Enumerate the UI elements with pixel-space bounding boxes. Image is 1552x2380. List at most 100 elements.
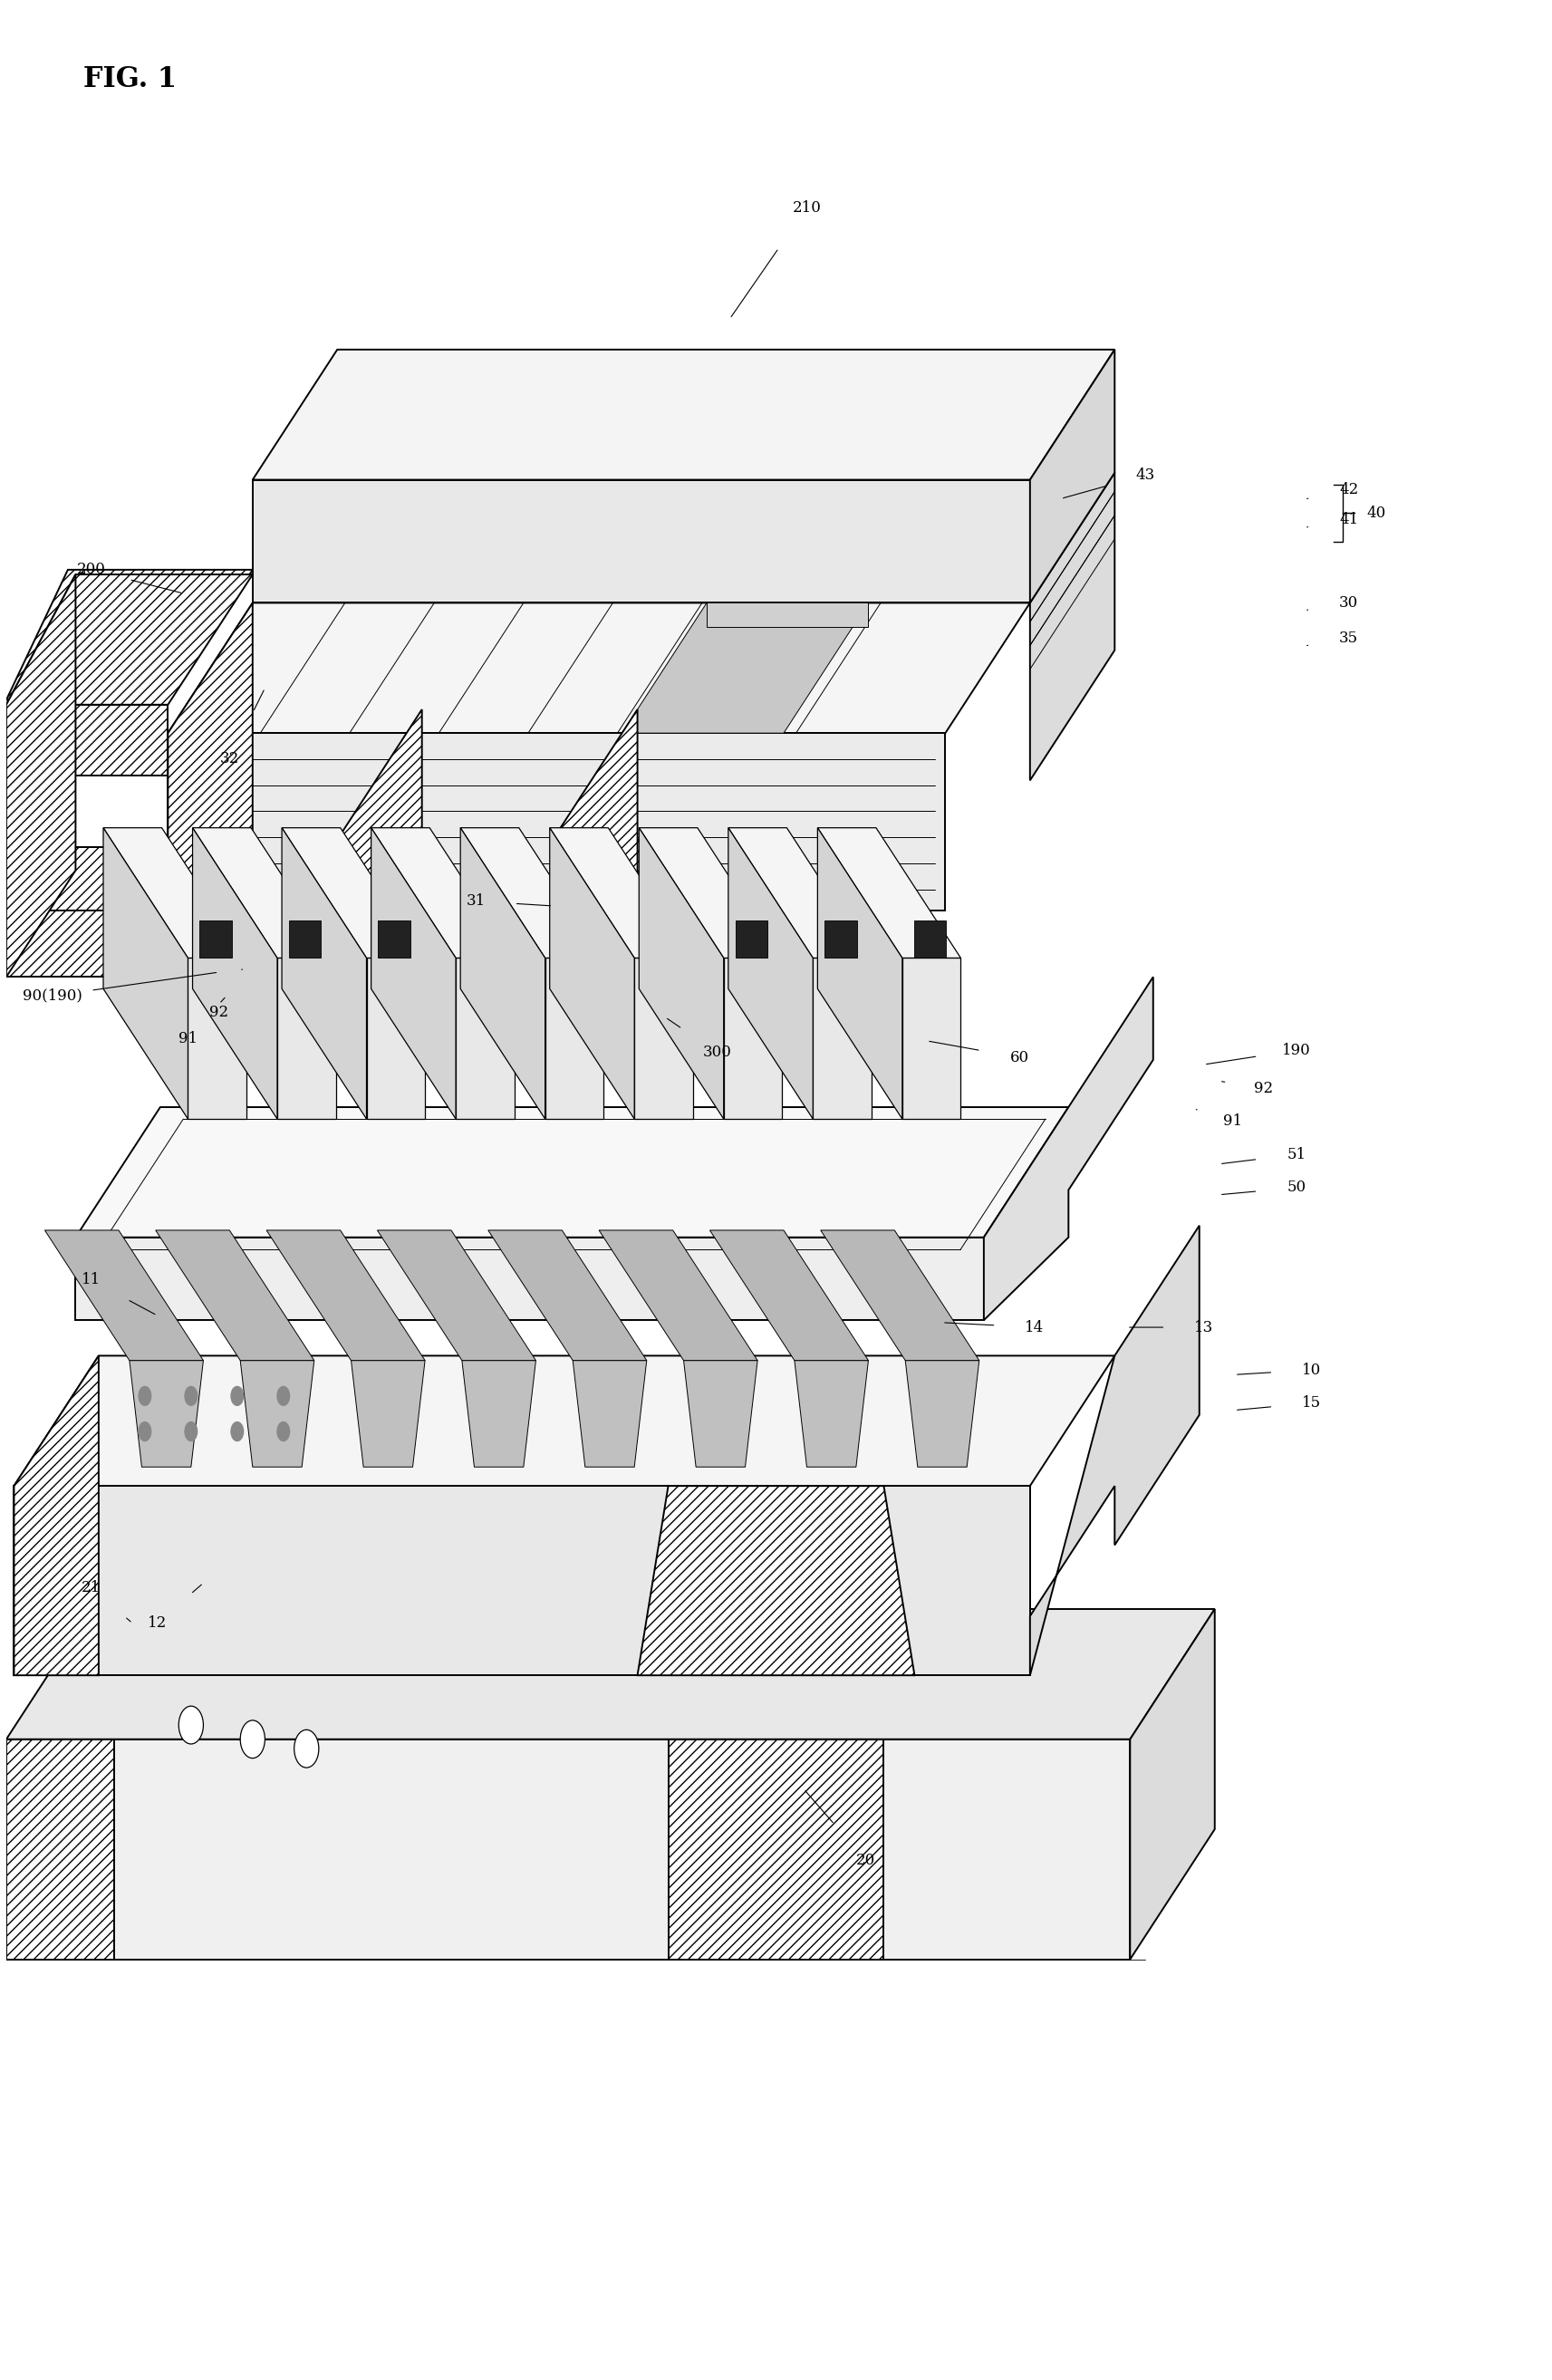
Polygon shape <box>168 602 1031 733</box>
Text: 30: 30 <box>1339 595 1358 612</box>
Polygon shape <box>549 828 635 1119</box>
Polygon shape <box>45 1230 203 1361</box>
Text: 32: 32 <box>220 752 239 766</box>
Circle shape <box>278 1388 290 1407</box>
Polygon shape <box>1031 350 1114 602</box>
Polygon shape <box>192 828 278 1119</box>
Polygon shape <box>6 1740 113 1959</box>
Text: 31: 31 <box>466 892 486 909</box>
Polygon shape <box>638 1485 914 1676</box>
Polygon shape <box>366 959 425 1119</box>
Polygon shape <box>337 840 430 1023</box>
Polygon shape <box>545 959 604 1119</box>
Circle shape <box>178 1706 203 1745</box>
Polygon shape <box>818 828 961 959</box>
Circle shape <box>138 1388 151 1407</box>
Text: 91: 91 <box>1223 1114 1246 1128</box>
Text: FIG. 1: FIG. 1 <box>84 67 177 93</box>
Polygon shape <box>462 1361 535 1466</box>
Polygon shape <box>192 828 335 959</box>
Polygon shape <box>6 847 168 912</box>
Polygon shape <box>104 828 247 959</box>
Polygon shape <box>278 959 335 1119</box>
Polygon shape <box>282 828 425 959</box>
Circle shape <box>138 1421 151 1440</box>
Circle shape <box>278 1421 290 1440</box>
Circle shape <box>231 1421 244 1440</box>
Polygon shape <box>168 602 253 912</box>
Polygon shape <box>253 350 1114 481</box>
Polygon shape <box>1031 1226 1200 1676</box>
Text: 51: 51 <box>1287 1147 1305 1161</box>
Circle shape <box>185 1388 197 1407</box>
Text: 21: 21 <box>81 1580 101 1595</box>
Text: 60: 60 <box>1010 1050 1029 1066</box>
Text: 12: 12 <box>147 1616 166 1630</box>
Polygon shape <box>553 709 638 1023</box>
Polygon shape <box>14 1357 99 1676</box>
Polygon shape <box>461 828 545 1119</box>
Polygon shape <box>379 921 410 959</box>
Text: 40: 40 <box>1367 505 1386 521</box>
Polygon shape <box>104 828 188 1119</box>
Text: 15: 15 <box>1302 1395 1321 1411</box>
Text: 13: 13 <box>1195 1319 1214 1335</box>
Polygon shape <box>824 921 857 959</box>
Polygon shape <box>6 1740 1130 1959</box>
Text: 11: 11 <box>81 1273 101 1288</box>
Polygon shape <box>706 602 869 626</box>
Polygon shape <box>6 569 253 700</box>
Circle shape <box>185 1421 197 1440</box>
Text: 42: 42 <box>1339 481 1358 497</box>
Polygon shape <box>461 828 604 959</box>
Polygon shape <box>289 921 321 959</box>
Polygon shape <box>6 912 168 976</box>
Polygon shape <box>377 1230 535 1361</box>
Polygon shape <box>599 1230 757 1361</box>
Polygon shape <box>6 1609 1215 1740</box>
Text: 92: 92 <box>210 1004 228 1021</box>
Polygon shape <box>549 828 692 959</box>
Polygon shape <box>200 921 231 959</box>
Polygon shape <box>669 1740 883 1959</box>
Polygon shape <box>6 574 253 704</box>
Polygon shape <box>639 828 723 1119</box>
Polygon shape <box>914 921 947 959</box>
Polygon shape <box>76 1107 1068 1238</box>
Polygon shape <box>155 1230 314 1361</box>
Polygon shape <box>6 574 76 976</box>
Polygon shape <box>1031 474 1114 781</box>
Polygon shape <box>14 1485 1031 1676</box>
Polygon shape <box>728 828 871 959</box>
Polygon shape <box>188 959 247 1119</box>
Circle shape <box>231 1388 244 1407</box>
Polygon shape <box>818 828 902 1119</box>
Text: 20: 20 <box>855 1852 875 1868</box>
Text: 190: 190 <box>1282 1042 1311 1059</box>
Polygon shape <box>337 709 422 1023</box>
Polygon shape <box>795 1361 869 1466</box>
Polygon shape <box>736 921 768 959</box>
Polygon shape <box>984 976 1153 1321</box>
Text: 210: 210 <box>793 200 821 214</box>
Polygon shape <box>813 959 871 1119</box>
Text: 10: 10 <box>1302 1361 1321 1378</box>
Polygon shape <box>683 1361 757 1466</box>
Polygon shape <box>1130 1609 1215 1959</box>
Polygon shape <box>728 828 813 1119</box>
Polygon shape <box>6 704 168 776</box>
Polygon shape <box>635 959 692 1119</box>
Polygon shape <box>282 828 366 1119</box>
Text: 14: 14 <box>1024 1319 1044 1335</box>
Text: 43: 43 <box>1136 466 1155 483</box>
Text: 50: 50 <box>1287 1180 1305 1195</box>
Polygon shape <box>905 1361 979 1466</box>
Polygon shape <box>553 840 646 1023</box>
Polygon shape <box>14 1357 1114 1485</box>
Polygon shape <box>622 602 869 733</box>
Text: 92: 92 <box>1254 1081 1277 1095</box>
Text: 91: 91 <box>178 1031 197 1047</box>
Text: 300: 300 <box>703 1045 733 1061</box>
Polygon shape <box>371 828 456 1119</box>
Circle shape <box>295 1730 318 1768</box>
